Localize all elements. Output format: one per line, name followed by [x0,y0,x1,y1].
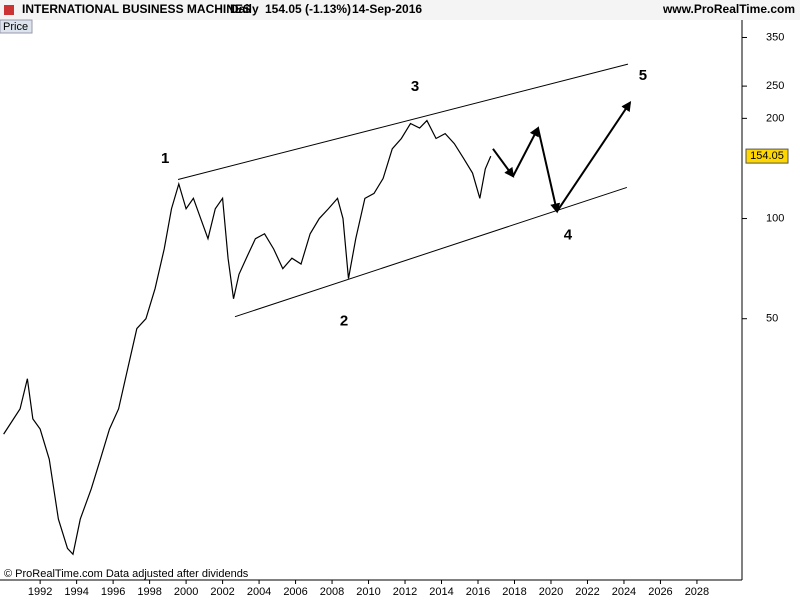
projection-arrow [556,100,632,213]
footer: © ProRealTime.com Data adjusted after di… [4,568,249,580]
source: www.ProRealTime.com [662,2,795,16]
projection-arrow [492,148,515,178]
x-tick-label: 2008 [320,586,344,598]
x-tick-label: 2010 [356,586,380,598]
x-tick-label: 2016 [466,586,490,598]
x-tick-label: 2012 [393,586,417,598]
x-tick-label: 1996 [101,586,125,598]
y-tick-label: 250 [766,80,784,92]
x-tick-label: 1992 [28,586,52,598]
chart-title: INTERNATIONAL BUSINESS MACHINES [22,2,251,16]
projection-arrow [512,126,539,177]
channel-line [177,63,629,180]
price-line [3,119,492,556]
panel-label-box [0,19,33,34]
projection-arrow [537,127,561,214]
x-tick-label: 1998 [137,586,161,598]
y-tick-label: 350 [766,31,784,43]
x-tick-label: 2028 [685,586,709,598]
x-tick-label: 2018 [502,586,526,598]
panel-label: Price [3,21,28,33]
x-tick-label: 2004 [247,586,271,598]
x-tick-label: 2006 [283,586,307,598]
y-tick-label: 200 [766,112,784,124]
y-tick-label: 50 [766,313,778,325]
x-tick-label: 2014 [429,586,453,598]
app-icon [4,5,14,15]
wave-label: 5 [639,67,647,84]
date: 14-Sep-2016 [352,2,422,16]
wave-label: 4 [564,226,573,243]
x-tick-label: 2000 [174,586,198,598]
wave-label: 1 [161,150,169,167]
x-tick-label: 2002 [210,586,234,598]
channel-line [234,186,628,318]
wave-label: 2 [340,313,348,330]
quote: 154.05 (-1.13%) [265,2,351,16]
wave-label: 3 [411,78,419,95]
x-tick-label: 2026 [648,586,672,598]
y-tick-label: 100 [766,212,784,224]
period: Daily [230,2,259,16]
header-bar [0,0,800,20]
x-tick-label: 2022 [575,586,599,598]
x-tick-label: 1994 [64,586,88,598]
last-price-box [745,148,789,164]
x-tick-label: 2024 [612,586,636,598]
last-price-label: 154.05 [750,150,784,162]
x-tick-label: 2020 [539,586,563,598]
